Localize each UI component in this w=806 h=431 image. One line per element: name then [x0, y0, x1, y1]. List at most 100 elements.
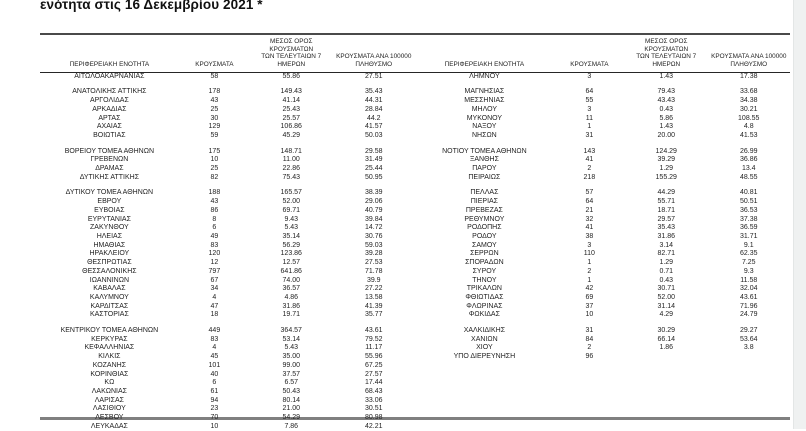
page-title: ενότητα στις 16 Δεκεμβρίου 2021 * — [40, 0, 263, 12]
region-name: ΜΑΓΝΗΣΙΑΣ — [464, 88, 505, 96]
per100k-value: 30.76 — [364, 233, 383, 240]
cases-value: 38 — [585, 233, 594, 240]
per100k-value: 68.43 — [364, 387, 383, 395]
per100k-value: 27.51 — [364, 72, 383, 80]
cases-value: 23 — [210, 405, 219, 413]
avg7-value: 53.14 — [282, 335, 301, 343]
per100k-value: 9.1 — [743, 241, 754, 249]
cases-value: 10 — [585, 311, 594, 319]
per100k-value — [708, 353, 791, 362]
avg7-value: 106.86 — [280, 123, 302, 131]
cases-value: 10 — [210, 422, 219, 430]
table-row: ΑΙΤΩΛΟΑΚΑΡΝΑΝΙΑΣ 58 55.86 27.51 — [40, 72, 415, 81]
group-spacer-cell — [415, 141, 790, 148]
cases-value: 41 — [585, 224, 594, 232]
cases-value: 188 — [208, 189, 221, 197]
column-header-per100k: ΚΡΟΥΣΜΑΤΑ ΑΝΑ 100000 ΠΛΗΘΥΣΜΟ — [707, 35, 790, 73]
table-row: ΡΕΘΥΜΝΟΥ 32 29.57 37.38 — [415, 216, 790, 225]
avg7-value: 69.71 — [282, 206, 301, 214]
region-name: ΥΠΟ ΔΙΕΡΕΥΝΗΣΗ — [453, 353, 516, 361]
per100k-value: 43.61 — [364, 327, 383, 335]
column-header-avg7-line1: ΜΕΣΟΣ ΟΡΟΣ ΚΡΟΥΣΜΑΤΩΝ — [644, 38, 689, 53]
table-row: ΚΑΣΤΟΡΙΑΣ 18 19.71 35.77 — [40, 311, 415, 320]
region-name: ΚΕΝΤΡΙΚΟΥ ΤΟΜΕΑ ΑΘΗΝΩΝ — [60, 327, 159, 335]
region-name: ΦΘΙΩΤΙΔΑΣ — [465, 293, 504, 301]
table-row: ΜΕΣΣΗΝΙΑΣ 55 43.43 34.38 — [415, 97, 790, 106]
table-row: ΓΡΕΒΕΝΩΝ 10 11.00 31.49 — [40, 156, 415, 165]
avg7-value: 35.43 — [657, 224, 676, 232]
per100k-value: 37.38 — [739, 215, 758, 223]
cases-value: 61 — [210, 387, 219, 395]
avg7-value — [625, 353, 708, 362]
region-name: ΕΥΡΥΤΑΝΙΑΣ — [87, 215, 131, 223]
cases-value: 42 — [585, 285, 594, 293]
per100k-value: 26.99 — [739, 147, 758, 155]
table-row: ΒΟΙΩΤΙΑΣ 59 45.29 50.03 — [40, 132, 415, 141]
avg7-value: 1.43 — [659, 123, 674, 131]
region-name: ΛΑΡΙΣΑΣ — [94, 396, 125, 404]
table-row: ΗΡΑΚΛΕΙΟΥ 120 123.86 39.28 — [40, 250, 415, 259]
region-name: ΕΒΡΟΥ — [97, 198, 122, 206]
table-row: ΘΕΣΣΑΛΟΝΙΚΗΣ 797 641.86 71.78 — [40, 268, 415, 277]
per100k-value: 11.17 — [365, 344, 383, 352]
per100k-value: 42.21 — [364, 422, 383, 430]
region-name: ΚΑΡΔΙΤΣΑΣ — [90, 302, 129, 310]
region-name: ΦΛΩΡΙΝΑΣ — [466, 302, 503, 310]
avg7-value: 7.86 — [284, 422, 299, 430]
per100k-value: 44.31 — [364, 97, 383, 105]
table-row: ΚΕΦΑΛΛΗΝΙΑΣ 4 5.43 11.17 — [40, 344, 415, 353]
avg7-value: 0.43 — [659, 276, 674, 284]
table-row: ΚΟΡΙΝΘΙΑΣ 40 37.57 27.57 — [40, 371, 415, 380]
per100k-value: 35.77 — [364, 311, 383, 319]
cases-value: 18 — [210, 311, 219, 319]
avg7-value: 52.00 — [657, 293, 676, 301]
table-row: ΘΕΣΠΡΩΤΙΑΣ 12 12.57 27.53 — [40, 259, 415, 268]
cases-value: 64 — [585, 88, 594, 96]
region-name: ΙΩΑΝΝΙΝΩΝ — [89, 276, 129, 284]
avg7-value: 43.43 — [657, 97, 676, 105]
avg7-value: 37.57 — [282, 370, 301, 378]
per100k-value: 29.27 — [739, 327, 758, 335]
column-header-cases: ΚΡΟΥΣΜΑΤΑ — [178, 35, 250, 73]
region-name: ΝΟΤΙΟΥ ΤΟΜΕΑ ΑΘΗΝΩΝ — [442, 147, 527, 155]
avg7-value: 35.14 — [282, 233, 301, 240]
column-header-per100k-line2: ΠΛΗΘΥΣΜΟ — [730, 61, 768, 69]
cases-value: 96 — [585, 353, 594, 361]
per100k-value: 62.35 — [739, 250, 758, 258]
table-row: ΚΕΡΚΥΡΑΣ 83 53.14 79.52 — [40, 336, 415, 345]
avg7-value: 5.43 — [284, 344, 299, 352]
table-row: ΧΑΝΙΩΝ 84 66.14 53.64 — [415, 336, 790, 345]
avg7-value: 25.43 — [282, 105, 301, 113]
cases-value: 58 — [210, 72, 219, 80]
region-name: ΚΑΒΑΛΑΣ — [93, 285, 126, 293]
region-name: ΠΡΕΒΕΖΑΣ — [465, 206, 503, 214]
cases-value: 3 — [587, 241, 592, 249]
region-name: ΛΗΜΝΟΥ — [469, 72, 500, 80]
avg7-value: 124.29 — [655, 147, 677, 155]
table-row: ΣΠΟΡΑΔΩΝ 1 1.29 7.25 — [415, 259, 790, 268]
avg7-value: 55.71 — [657, 198, 676, 206]
cases-value: 31 — [585, 327, 594, 335]
table-row: ΑΡΚΑΔΙΑΣ 25 25.43 28.84 — [40, 106, 415, 115]
per100k-value: 33.06 — [364, 396, 383, 404]
page-edge-strip — [793, 0, 806, 429]
per100k-value: 38.39 — [364, 189, 383, 197]
per100k-value: 17.44 — [364, 379, 383, 387]
avg7-value: 56.29 — [282, 241, 301, 249]
region-name: ΡΟΔΟΥ — [472, 233, 497, 240]
per100k-value: 79.52 — [364, 335, 383, 343]
region-name: ΘΕΣΣΑΛΟΝΙΚΗΣ — [82, 267, 137, 275]
region-name: ΕΥΒΟΙΑΣ — [94, 206, 125, 214]
cases-value: 1 — [587, 259, 592, 267]
per100k-value: 50.03 — [364, 131, 383, 139]
avg7-value: 39.29 — [657, 156, 676, 164]
cases-value: 4 — [212, 293, 217, 301]
regional-cases-tables: ΠΕΡΙΦΕΡΕΙΑΚΗ ΕΝΟΤΗΤΑ ΚΡΟΥΣΜΑΤΑ ΜΕΣΟΣ ΟΡΟ… — [40, 33, 791, 430]
table-row: ΛΑΚΩΝΙΑΣ 61 50.43 68.43 — [40, 388, 415, 397]
group-spacer-cell — [40, 182, 415, 189]
column-header-avg7-line2: ΤΩΝ ΤΕΛΕΥΤΑΙΩΝ 7 ΗΜΕΡΩΝ — [261, 53, 322, 69]
table-row: ΚΕΝΤΡΙΚΟΥ ΤΟΜΕΑ ΑΘΗΝΩΝ 449 364.57 43.61 — [40, 327, 415, 336]
per100k-value: 36.86 — [739, 156, 758, 164]
region-name: ΔΡΑΜΑΣ — [95, 165, 124, 173]
avg7-value: 50.43 — [282, 387, 301, 395]
